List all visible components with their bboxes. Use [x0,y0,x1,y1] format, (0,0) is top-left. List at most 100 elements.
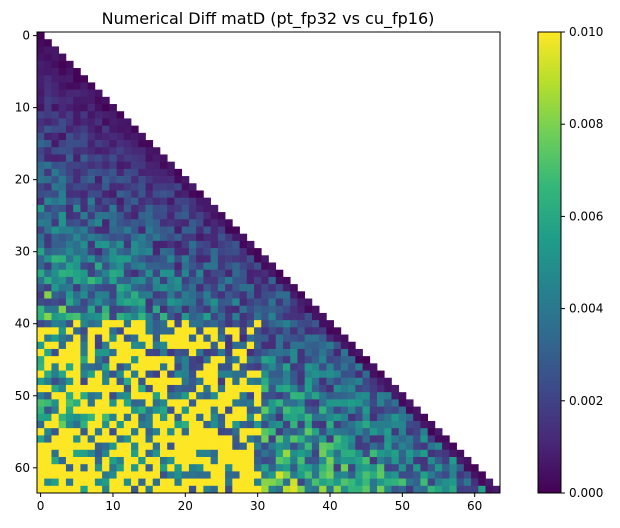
y-tick-label: 30 [15,245,30,259]
heatmap-cell [261,384,269,393]
heatmap-cell [174,334,183,343]
heatmap-cell [109,276,117,285]
heatmap-cell [210,233,219,242]
heatmap-cell [275,363,284,371]
heatmap-cell [138,392,146,400]
heatmap-cell [152,435,161,443]
heatmap-cell [420,449,428,458]
heatmap-cell [282,334,291,343]
heatmap-cell [340,464,349,472]
heatmap-cell [109,219,117,227]
heatmap-cell [377,406,385,415]
colorbar [537,31,562,494]
heatmap-cell [188,341,197,350]
heatmap-cell [188,428,197,436]
heatmap-cell [167,428,175,436]
heatmap-cell [152,485,161,494]
heatmap-cell [254,341,262,350]
heatmap-cell [159,334,168,343]
heatmap-cell [181,291,190,299]
heatmap-cell [181,183,190,191]
heatmap-cell [80,204,88,213]
heatmap-cell [109,399,117,407]
heatmap-cell [58,305,67,314]
heatmap-cell [80,111,88,119]
heatmap-cell [434,456,443,465]
heatmap-cell [87,240,96,249]
heatmap-cell [232,341,240,350]
heatmap-cell [145,420,154,429]
heatmap-cell [44,464,52,472]
heatmap-cell [51,370,60,379]
heatmap-cells [37,32,501,494]
heatmap-cell [65,226,74,235]
heatmap-cell [326,348,334,357]
heatmap-cell [203,269,211,278]
heatmap-cell [87,168,96,177]
heatmap-cell [225,255,233,263]
heatmap-cell [290,320,298,328]
heatmap-cell [94,233,103,242]
heatmap-cell [58,276,67,285]
heatmap-cell [319,413,327,422]
heatmap-cell [398,435,407,443]
heatmap-cell [348,442,356,451]
heatmap-cell [65,140,74,148]
heatmap-cell [58,82,67,90]
heatmap-cell [131,363,139,371]
heatmap-cell [210,406,219,415]
heatmap-cell [37,82,45,90]
heatmap-cell [355,399,363,407]
heatmap-cell [340,428,349,436]
heatmap-cell [116,204,125,213]
heatmap-cell [340,370,349,379]
heatmap-cell [311,435,320,443]
heatmap-cell [37,240,45,249]
heatmap-cell [355,442,363,451]
heatmap-cell [225,284,233,292]
heatmap-cell [391,420,400,429]
heatmap-cell [326,341,334,350]
heatmap-cell [413,406,421,415]
heatmap-cell [145,240,154,249]
heatmap-cell [58,478,67,487]
heatmap-cell [80,219,88,227]
heatmap-cell [232,377,240,386]
heatmap-cell [123,456,132,465]
heatmap-cell [355,420,363,429]
heatmap-cell [188,312,197,321]
heatmap-cell [405,456,414,465]
heatmap-cell [58,140,67,148]
heatmap-cell [254,471,262,479]
heatmap-cell [181,485,190,494]
heatmap-cell [420,471,428,479]
heatmap-cell [94,125,103,134]
heatmap-cell [188,456,197,465]
heatmap-cell [362,413,371,422]
heatmap-cell [369,485,378,494]
heatmap-cell [225,370,233,379]
heatmap-cell [51,334,60,343]
heatmap-cell [181,420,190,429]
heatmap-cell [109,248,117,256]
heatmap-cell [152,377,161,386]
heatmap-cell [275,478,284,487]
heatmap-cell [131,298,139,307]
heatmap-cell [87,356,96,364]
heatmap-cell [152,370,161,379]
heatmap-cell [58,428,67,436]
heatmap-cell [116,356,125,364]
heatmap-cell [44,420,52,429]
heatmap-cell [210,204,219,213]
heatmap-cell [102,118,110,126]
heatmap-cell [58,168,67,177]
heatmap-cell [80,320,88,328]
heatmap-cell [123,298,132,307]
heatmap-cell [123,284,132,292]
heatmap-cell [181,284,190,292]
heatmap-cell [58,363,67,371]
heatmap-cell [188,413,197,422]
heatmap-cell [94,226,103,235]
heatmap-cell [159,197,168,206]
heatmap-cell [282,298,291,307]
